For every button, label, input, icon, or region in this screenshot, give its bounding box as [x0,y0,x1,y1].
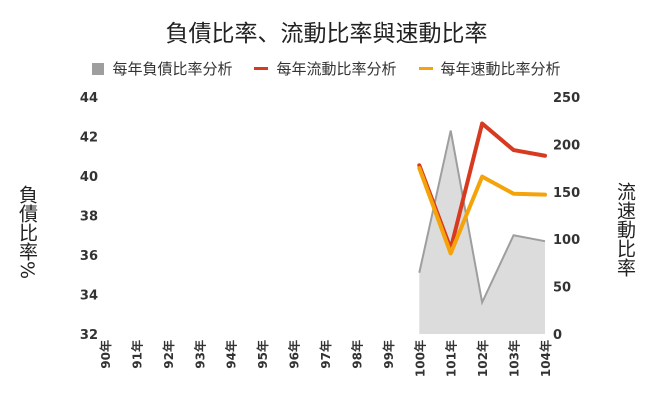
y-axis-left-label: 負債比率% [16,185,38,280]
y-axis-right-label: 流速動比率 [614,182,636,277]
legend-swatch-debt-ratio [92,62,105,75]
y-right-tick-label: 200 [553,138,580,153]
y-left-tick-label: 42 [80,131,98,146]
x-tick-label: 104年 [538,340,553,377]
legend-item-current-ratio[interactable]: 每年流動比率分析 [254,58,397,79]
x-tick-label: 93年 [192,340,207,369]
x-tick-label: 102年 [475,340,490,377]
x-tick-label: 100年 [412,340,427,377]
legend: 每年負債比率分析 每年流動比率分析 每年速動比率分析 [0,58,653,79]
y-left-tick-label: 36 [80,249,98,264]
y-right-tick-label: 0 [553,328,562,343]
x-tick-label: 91年 [129,340,144,369]
y-right-tick-label: 100 [553,233,580,248]
legend-item-quick-ratio[interactable]: 每年速動比率分析 [418,58,561,79]
x-tick-label: 97年 [318,340,333,369]
y-left-tick-label: 34 [80,289,98,304]
x-tick-label: 98年 [349,340,364,369]
y-left-tick-label: 44 [80,91,98,106]
legend-swatch-quick-ratio [418,67,433,70]
y-left-tick-label: 40 [80,170,98,185]
chart-title: 負債比率、流動比率與速動比率 [165,21,488,47]
y-right-tick-label: 50 [553,281,571,296]
area-debt-ratio-fill [419,130,545,334]
x-tick-label: 103年 [507,340,522,377]
area-debt-ratio-line [418,130,546,306]
legend-label-debt-ratio: 每年負債比率分析 [112,60,233,78]
legend-label-quick-ratio: 每年速動比率分析 [440,60,561,78]
y-left-tick-label: 38 [80,210,98,225]
x-tick-label: 95年 [255,340,270,369]
legend-item-debt-ratio[interactable]: 每年負債比率分析 [92,58,232,79]
x-tick-label: 101年 [444,340,459,377]
x-tick-label: 90年 [98,340,113,369]
x-tick-label: 94年 [224,340,239,369]
x-tick-label: 92年 [161,340,176,369]
y-right-tick-label: 150 [553,186,580,201]
x-tick-label: 99年 [381,340,396,369]
y-right-tick-label: 250 [553,91,580,106]
y-left-tick-label: 32 [80,328,98,343]
legend-swatch-current-ratio [254,67,269,70]
x-tick-label: 96年 [287,340,302,369]
legend-label-current-ratio: 每年流動比率分析 [276,60,397,78]
